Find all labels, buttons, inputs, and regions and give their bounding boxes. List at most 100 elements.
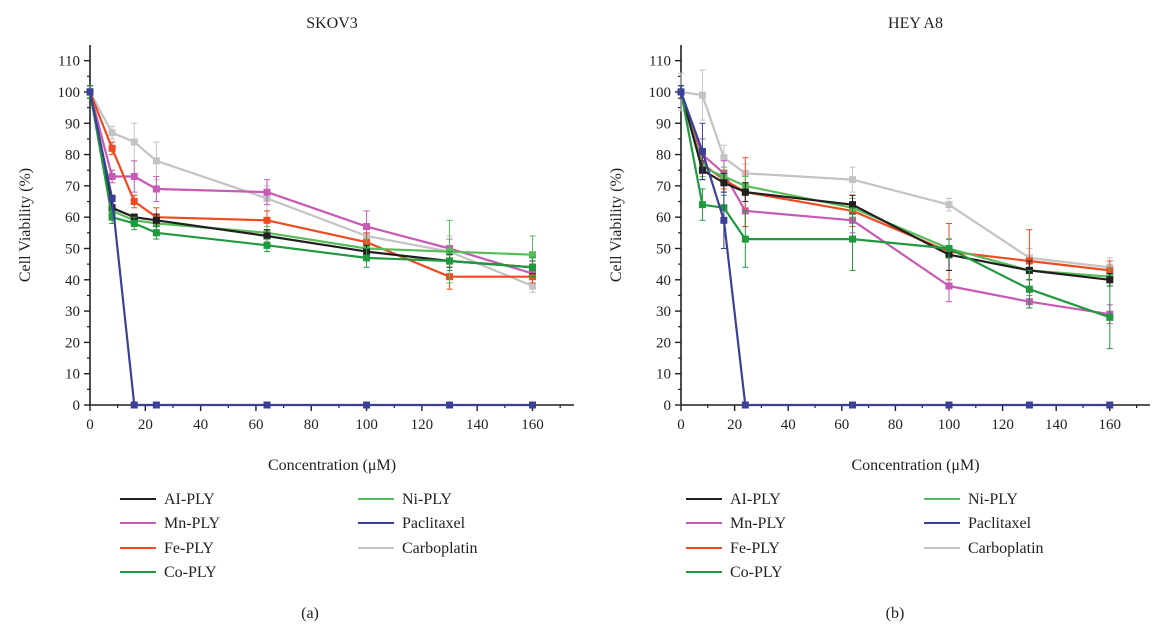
data-point [446, 257, 454, 265]
y-tick-label: 80 [656, 148, 671, 164]
legend-label: Fe-PLY [164, 540, 214, 557]
chart-title: HEY A8 [888, 15, 943, 32]
y-tick-label: 20 [656, 335, 671, 351]
series-line [680, 90, 1110, 269]
y-tick-label: 100 [58, 85, 81, 101]
data-point [1106, 313, 1114, 321]
series-paclitaxel [677, 85, 1114, 409]
series-line [88, 91, 533, 407]
x-tick-label: 80 [304, 417, 319, 433]
data-point [945, 282, 953, 290]
data-point [1106, 401, 1114, 409]
x-axis-label: Concentration (μM) [851, 457, 979, 474]
data-point [108, 213, 116, 221]
legend-label: AI-PLY [164, 491, 215, 508]
y-tick-label: 50 [656, 241, 671, 257]
x-tick-label: 140 [466, 417, 489, 433]
series-co-ply [86, 85, 537, 278]
data-point [849, 201, 857, 209]
legend-label: Fe-PLY [730, 540, 780, 557]
data-point [108, 172, 116, 180]
x-axis-label: Concentration (μM) [268, 457, 396, 474]
data-point [86, 88, 94, 96]
legend-label: Mn-PLY [730, 515, 787, 532]
legend-label: Paclitaxel [968, 515, 1032, 532]
y-axis-label: Cell Viability (%) [17, 168, 34, 282]
x-tick-label: 0 [677, 417, 685, 433]
data-point [108, 144, 116, 152]
data-point [1106, 276, 1114, 284]
data-point [741, 188, 749, 196]
series-mn-ply [677, 85, 1114, 325]
x-tick-label: 20 [138, 417, 153, 433]
x-tick-label: 140 [1045, 417, 1068, 433]
data-point [152, 157, 160, 165]
data-point [529, 282, 537, 290]
data-point [1025, 401, 1033, 409]
y-tick-label: 0 [73, 398, 81, 414]
series-line [88, 91, 533, 278]
y-tick-label: 40 [65, 273, 80, 289]
data-point [945, 244, 953, 252]
y-tick-label: 10 [656, 367, 671, 383]
y-tick-label: 10 [65, 367, 80, 383]
series-line [679, 91, 1110, 272]
legend: AI-PLY Mn-PLY Fe-PLY Co-PLY Ni-PLY Paclitaxel… [686, 491, 1044, 581]
legend-label: Ni-PLY [402, 491, 452, 508]
y-tick-label: 40 [656, 273, 671, 289]
legend: AI-PLY Mn-PLY Fe-PLY Co-PLY Ni-PLY Paclitaxel… [120, 491, 478, 581]
data-point [130, 172, 138, 180]
data-point [108, 129, 116, 137]
data-point [363, 223, 371, 231]
panel-label: (a) [301, 605, 319, 622]
data-point [945, 401, 953, 409]
series-line [88, 91, 533, 275]
series-line [88, 91, 533, 269]
y-axis-label: Cell Viability (%) [608, 168, 625, 282]
legend-label: Carboplatin [968, 540, 1044, 557]
series-ni-ply [677, 85, 1114, 287]
chart-panel-b: HEY A8 0 10 20 30 40 50 60 70 80 90 100 110 0 20 40 60 80… [608, 15, 1150, 622]
data-point [152, 216, 160, 224]
series-line [679, 91, 1110, 316]
x-tick-label: 80 [888, 417, 903, 433]
data-point [698, 91, 706, 99]
y-tick-label: 30 [65, 304, 80, 320]
x-tick-label: 60 [248, 417, 263, 433]
data-point [529, 401, 537, 409]
data-point [945, 201, 953, 209]
data-point [130, 138, 138, 146]
data-point [529, 263, 537, 271]
data-point [263, 216, 271, 224]
y-tick-label: 0 [664, 398, 672, 414]
y-tick-label: 80 [65, 148, 80, 164]
data-point [108, 194, 116, 202]
panel-label: (b) [886, 605, 905, 622]
data-point [698, 201, 706, 209]
x-tick-label: 120 [991, 417, 1014, 433]
y-tick-label: 60 [656, 210, 671, 226]
data-point [363, 254, 371, 262]
data-point [152, 185, 160, 193]
chart-panel-a: SKOV3 0 10 20 30 40 50 60 70 80 90 100 110 0 20 40 60 80 1… [17, 15, 574, 622]
y-tick-label: 60 [65, 210, 80, 226]
series-paclitaxel [86, 88, 537, 409]
data-point [130, 219, 138, 227]
data-point [446, 401, 454, 409]
y-tick-label: 100 [649, 85, 672, 101]
series-ni-ply [86, 85, 537, 284]
data-point [130, 401, 138, 409]
y-tick-label: 110 [58, 54, 80, 70]
data-point [720, 154, 728, 162]
x-tick-label: 160 [1099, 417, 1122, 433]
data-point [720, 216, 728, 224]
legend-label: Co-PLY [164, 564, 217, 581]
legend-label: Carboplatin [402, 540, 478, 557]
data-point [529, 251, 537, 259]
data-point [741, 401, 749, 409]
data-point [263, 188, 271, 196]
x-tick-label: 100 [938, 417, 961, 433]
x-tick-label: 40 [781, 417, 796, 433]
x-tick-label: 160 [521, 417, 544, 433]
